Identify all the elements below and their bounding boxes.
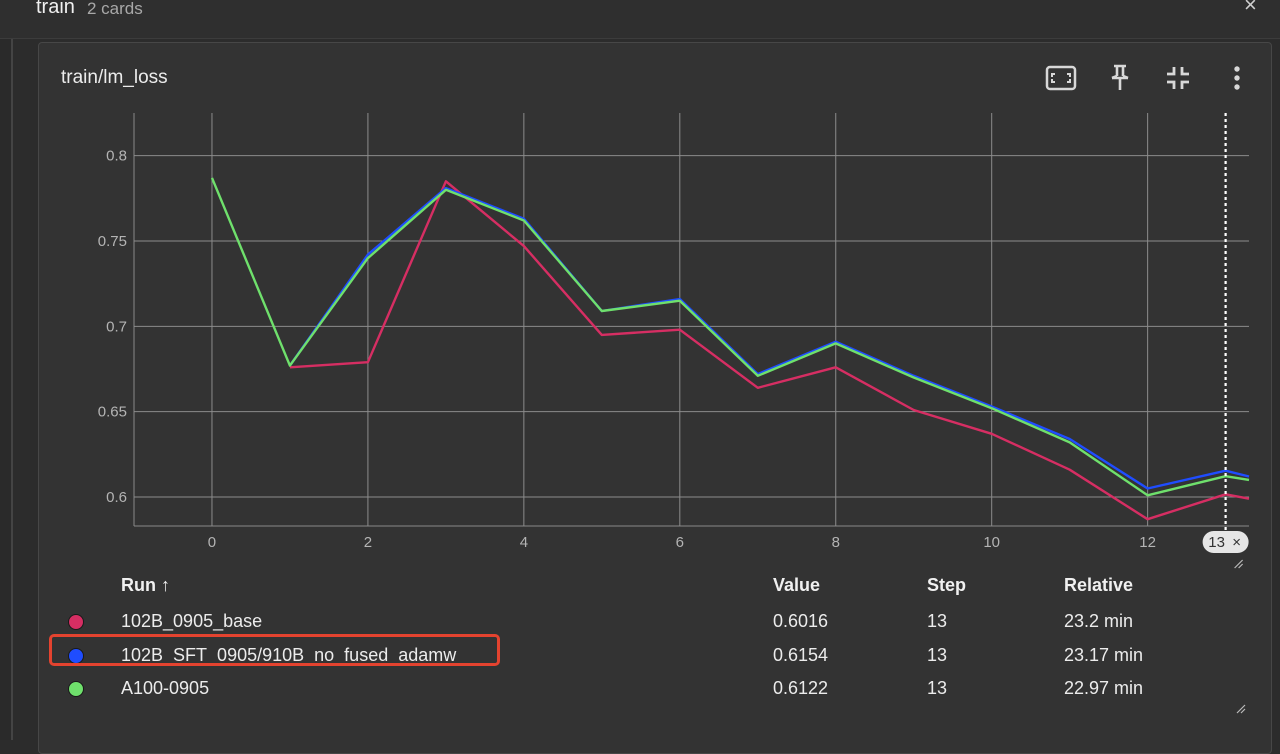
x-tick-label: 0	[208, 534, 216, 551]
pin-button[interactable]	[1103, 63, 1137, 93]
run-value: 0.6016	[773, 611, 829, 631]
run-name: 102B_SFT_0905/910B_no_fused_adamw	[121, 645, 457, 665]
step-cursor-label: 13	[1208, 534, 1225, 551]
run-name: A100-0905	[121, 678, 210, 698]
y-tick-label: 0.7	[106, 318, 127, 335]
header-value[interactable]: Value	[773, 575, 821, 595]
more-button[interactable]	[1220, 63, 1254, 93]
run-name: 102B_0905_base	[121, 611, 263, 631]
run-color-dot[interactable]	[68, 648, 84, 664]
more-vert-icon	[1234, 66, 1240, 90]
run-color-dot[interactable]	[68, 681, 84, 697]
header-run[interactable]: Run ↑	[121, 575, 170, 595]
scalar-card: train/lm_loss 13 × 0 2 4 6 8 10 12 0.8 0.75 0.7 0.6…	[38, 42, 1272, 754]
x-tick-label: 4	[520, 534, 528, 551]
fit-domain-button[interactable]	[1044, 63, 1078, 93]
pin-icon	[1111, 64, 1129, 90]
y-tick-label: 0.8	[106, 148, 127, 165]
run-relative: 22.97 min	[1064, 678, 1144, 698]
line-chart[interactable]: 13 × 0 2 4 6 8 10 12 0.8 0.75 0.7 0.65 0.6	[39, 43, 1271, 573]
series-line-1[interactable]	[288, 186, 1250, 490]
x-tick-label: 12	[1139, 534, 1156, 551]
run-value: 0.6154	[773, 645, 829, 665]
card-title: train/lm_loss	[61, 67, 168, 88]
resize-handle-icon[interactable]	[1236, 704, 1246, 714]
run-relative: 23.17 min	[1064, 645, 1144, 665]
x-tick-label: 10	[983, 534, 1000, 551]
close-icon[interactable]: ×	[1244, 0, 1257, 17]
card-group-header: train 2 cards ×	[0, 0, 1280, 39]
x-tick-label: 2	[364, 534, 372, 551]
y-tick-label: 0.65	[98, 404, 127, 421]
group-title: train	[36, 0, 75, 18]
header-step[interactable]: Step	[927, 575, 967, 595]
series-line-0[interactable]	[289, 180, 1250, 521]
run-step: 13	[927, 678, 948, 698]
step-cursor-chip[interactable]	[1202, 531, 1249, 553]
group-card-count: 2 cards	[87, 0, 143, 18]
header-relative[interactable]: Relative	[1064, 575, 1134, 595]
collapse-icon	[1167, 67, 1189, 89]
close-icon[interactable]: ×	[1232, 534, 1241, 551]
fit-domain-icon	[1045, 65, 1077, 91]
y-tick-label: 0.75	[98, 233, 127, 250]
series-line-2[interactable]	[210, 177, 1250, 497]
x-tick-label: 8	[832, 534, 840, 551]
collapse-button[interactable]	[1161, 63, 1195, 93]
run-step: 13	[927, 645, 948, 665]
left-panel-edge	[0, 0, 13, 740]
run-step: 13	[927, 611, 948, 631]
y-tick-label: 0.6	[106, 489, 127, 506]
run-relative: 23.2 min	[1064, 611, 1134, 631]
chart-resize-handle-icon[interactable]	[1234, 559, 1244, 569]
run-color-dot[interactable]	[68, 614, 84, 630]
x-tick-label: 6	[676, 534, 684, 551]
run-value: 0.6122	[773, 678, 829, 698]
